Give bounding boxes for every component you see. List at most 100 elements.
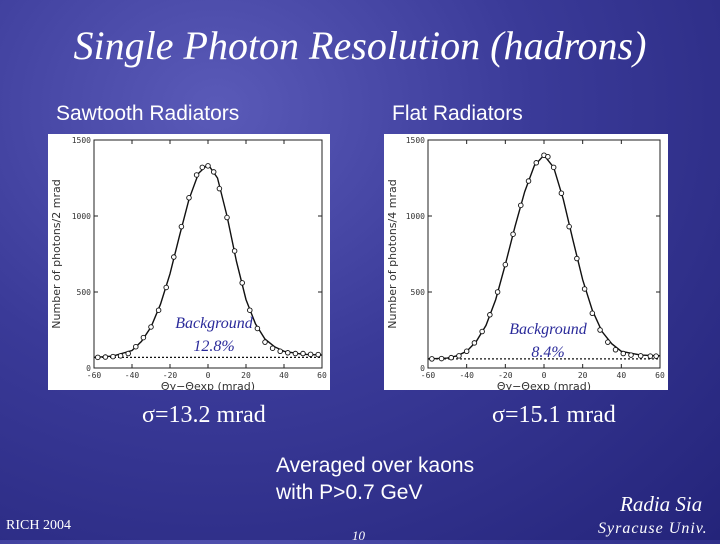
x-tick-label: -60	[87, 371, 102, 380]
data-point	[171, 254, 177, 260]
background-annotation-value: 8.4%	[531, 344, 564, 361]
data-point	[545, 153, 551, 160]
data-point	[550, 164, 557, 171]
data-point	[647, 353, 654, 359]
x-tick-label: 0	[542, 371, 547, 380]
data-point	[307, 351, 314, 358]
flat-sigma: σ=15.1 mrad	[492, 402, 616, 428]
data-point	[581, 286, 588, 292]
data-point	[110, 353, 116, 360]
x-axis-label: Θγ−Θexp (mrad)	[161, 380, 255, 390]
averaging-note: Averaged over kaons with P>0.7 GeV	[276, 452, 474, 506]
data-point	[315, 351, 321, 358]
x-axis-label: Θγ−Θexp (mrad)	[497, 380, 591, 390]
data-point	[155, 307, 162, 313]
y-tick-label: 500	[411, 288, 426, 297]
data-point	[653, 353, 659, 359]
data-point	[117, 353, 124, 359]
background-annotation-value: 12.8%	[193, 338, 234, 355]
data-point	[102, 354, 109, 360]
x-tick-label: 0	[206, 371, 211, 380]
data-point	[205, 163, 211, 169]
y-axis-label: Number of photons/2 mrad	[50, 179, 63, 328]
data-point	[239, 280, 245, 286]
author-name: Radia Sia	[620, 492, 703, 516]
data-point	[456, 353, 462, 359]
data-point	[210, 169, 217, 175]
data-point	[494, 289, 501, 295]
y-tick-label: 1000	[72, 212, 91, 221]
y-tick-label: 500	[77, 288, 92, 297]
data-point	[605, 339, 611, 345]
plot-frame	[93, 139, 323, 369]
data-point	[487, 312, 493, 318]
data-point	[216, 185, 223, 192]
data-point	[95, 354, 101, 361]
data-point	[574, 255, 580, 262]
left-chart-title: Sawtooth Radiators	[56, 102, 240, 125]
data-point	[566, 223, 572, 230]
data-point	[285, 350, 291, 356]
data-point	[628, 352, 634, 358]
data-point	[597, 327, 603, 333]
data-point	[620, 350, 627, 357]
y-tick-label: 0	[86, 364, 91, 373]
flat-plot-panel: -60 -40 -20 0 20 40 60 0 500 1000 1500 Θγ−Θexp (mra…	[384, 134, 668, 390]
data-point	[254, 325, 261, 332]
data-point	[589, 310, 596, 317]
x-tick-label: -20	[498, 371, 513, 380]
data-point	[448, 354, 454, 361]
data-point	[533, 160, 540, 166]
conference-label: RICH 2004	[6, 518, 71, 533]
data-point	[429, 356, 435, 362]
data-point	[148, 324, 154, 330]
y-tick-label: 1500	[72, 136, 91, 145]
data-point	[518, 202, 524, 209]
data-point	[292, 350, 299, 357]
note-line-2: with P>0.7 GeV	[276, 481, 423, 504]
data-point	[558, 190, 565, 196]
data-point	[277, 348, 283, 355]
data-point	[502, 261, 509, 268]
x-tick-label: 20	[241, 371, 251, 380]
fit-curve	[427, 154, 661, 360]
x-tick-label: 20	[578, 371, 588, 380]
note-line-1: Averaged over kaons	[276, 454, 475, 477]
data-point	[199, 164, 206, 171]
y-tick-label: 1000	[406, 212, 425, 221]
x-tick-label: -40	[125, 371, 140, 380]
data-point	[612, 347, 619, 353]
x-tick-label: 40	[279, 371, 289, 380]
data-point	[300, 350, 306, 357]
y-tick-label: 0	[420, 364, 425, 373]
data-point	[133, 343, 139, 350]
page-number: 10	[352, 528, 365, 543]
data-point	[186, 195, 192, 201]
data-point	[231, 248, 238, 254]
x-tick-label: -40	[459, 371, 474, 380]
data-point	[471, 340, 478, 346]
background-annotation-label: Background	[175, 315, 254, 332]
data-point	[193, 172, 200, 178]
x-tick-label: 60	[317, 371, 327, 380]
data-point	[525, 178, 532, 184]
data-point	[479, 328, 485, 335]
sawtooth-plot-panel: -60 -40 -20 0 20 40 60 0 500 1000 1500 Θγ−Θexp (mra…	[48, 134, 330, 390]
x-tick-label: 60	[655, 371, 665, 380]
y-tick-label: 1500	[406, 136, 425, 145]
data-point	[178, 223, 185, 230]
flat-chart: -60 -40 -20 0 20 40 60 0 500 1000 1500 Θγ−Θexp (mra…	[386, 136, 665, 390]
sawtooth-sigma: σ=13.2 mrad	[142, 402, 266, 428]
data-point	[140, 334, 147, 341]
x-tick-label: 40	[617, 371, 627, 380]
data-point	[510, 231, 516, 237]
data-point	[463, 348, 470, 355]
data-point	[637, 353, 644, 359]
data-point	[262, 339, 268, 345]
background-annotation-label: Background	[509, 321, 588, 338]
x-tick-label: -20	[163, 371, 178, 380]
data-point	[269, 345, 276, 351]
author-affiliation: Syracuse Univ.	[598, 520, 708, 537]
sawtooth-chart: -60 -40 -20 0 20 40 60 0 500 1000 1500 Θγ−Θexp (mra…	[50, 136, 327, 390]
data-point	[125, 350, 131, 357]
